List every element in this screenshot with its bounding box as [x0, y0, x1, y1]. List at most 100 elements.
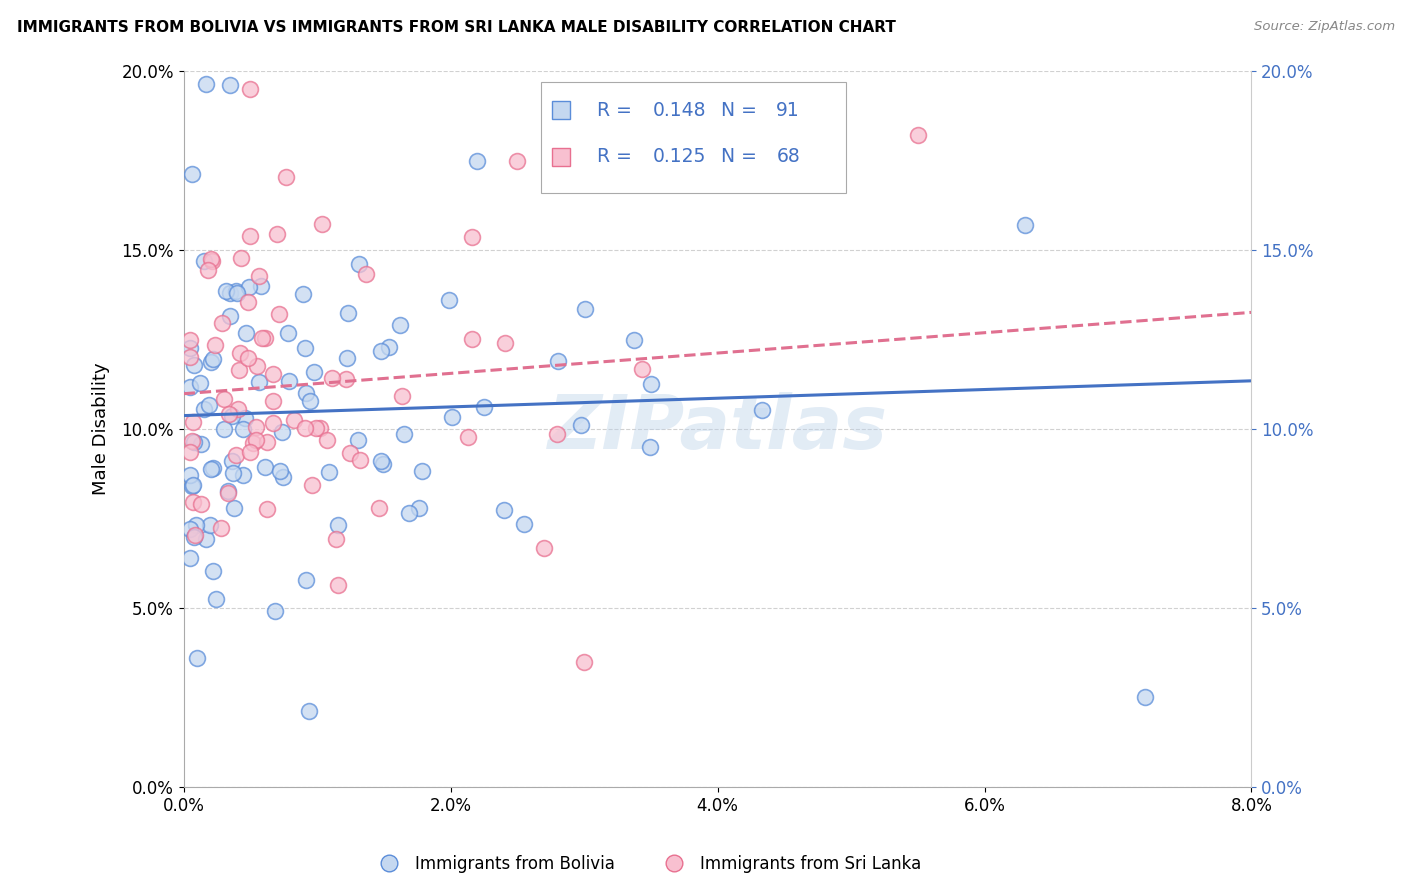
Point — [202, 564, 225, 578]
Point — [179, 445, 201, 459]
Point — [461, 229, 484, 244]
Point — [236, 351, 259, 366]
Point — [183, 530, 205, 544]
Point — [349, 257, 371, 271]
Point — [197, 398, 219, 412]
Text: ZIPatlas: ZIPatlas — [547, 392, 887, 466]
Point — [184, 528, 207, 542]
Point — [269, 465, 291, 479]
Point — [569, 418, 592, 433]
Point — [201, 254, 224, 268]
Point — [278, 374, 301, 388]
Point — [217, 486, 239, 500]
Point — [269, 307, 291, 321]
Text: N =: N = — [721, 147, 762, 167]
Point — [457, 430, 479, 444]
Point — [245, 433, 267, 447]
Point — [513, 516, 536, 531]
Point — [238, 280, 260, 294]
Point — [370, 343, 392, 358]
Point — [239, 444, 262, 458]
Point — [494, 502, 516, 516]
Point — [506, 153, 529, 168]
Point — [222, 501, 245, 516]
Point — [472, 401, 495, 415]
Point — [295, 573, 318, 587]
Point — [277, 326, 299, 341]
Point — [465, 153, 488, 168]
Point — [250, 278, 273, 293]
Text: R =: R = — [598, 101, 638, 120]
Point — [211, 316, 233, 330]
Point — [217, 484, 239, 499]
Point — [264, 604, 287, 618]
Point — [1014, 218, 1036, 232]
Point — [204, 338, 226, 352]
Point — [392, 427, 415, 442]
Point — [533, 541, 555, 555]
Point — [271, 470, 294, 484]
Point — [236, 294, 259, 309]
Point — [494, 335, 516, 350]
Point — [461, 331, 484, 345]
Point — [441, 410, 464, 425]
Point — [228, 346, 250, 360]
Point — [339, 446, 361, 460]
Point — [181, 478, 204, 492]
Point — [214, 392, 236, 406]
Point — [222, 466, 245, 480]
Point — [181, 416, 204, 430]
Point — [186, 650, 208, 665]
Point — [907, 128, 929, 143]
Point — [188, 376, 211, 391]
Point — [253, 331, 276, 345]
Point — [195, 77, 218, 91]
Point — [347, 433, 370, 447]
Point — [190, 497, 212, 511]
Point — [638, 440, 661, 454]
Point — [181, 167, 204, 181]
Point — [336, 351, 359, 365]
Point — [221, 454, 243, 468]
Point — [370, 454, 392, 468]
Point — [247, 375, 270, 389]
Point — [411, 464, 433, 478]
Point — [180, 434, 202, 449]
Point — [305, 421, 328, 435]
Point — [378, 340, 401, 354]
Point — [184, 518, 207, 533]
Text: 68: 68 — [776, 147, 800, 167]
Y-axis label: Male Disability: Male Disability — [93, 363, 110, 495]
Point — [301, 477, 323, 491]
Point — [262, 367, 284, 381]
Point — [228, 363, 250, 377]
Point — [225, 284, 247, 298]
Point — [233, 411, 256, 425]
Point — [283, 413, 305, 427]
Point — [200, 518, 222, 533]
Point — [325, 533, 347, 547]
Point — [239, 82, 262, 96]
Point — [326, 578, 349, 592]
Point — [266, 227, 288, 241]
Point — [183, 358, 205, 372]
Legend: Immigrants from Bolivia, Immigrants from Sri Lanka: Immigrants from Bolivia, Immigrants from… — [366, 848, 928, 880]
Point — [179, 550, 201, 565]
Point — [391, 389, 413, 403]
Point — [181, 494, 204, 508]
Point — [225, 448, 247, 462]
Point — [200, 252, 222, 266]
Point — [231, 252, 253, 266]
Point — [179, 522, 201, 536]
Point — [179, 350, 201, 364]
Point — [574, 302, 596, 317]
Point — [311, 217, 333, 231]
Point — [262, 394, 284, 409]
Point — [226, 285, 249, 300]
Point — [640, 376, 662, 391]
Point — [253, 460, 276, 475]
Point — [250, 331, 273, 345]
Point — [232, 422, 254, 436]
Point — [262, 416, 284, 430]
Point — [706, 143, 728, 157]
